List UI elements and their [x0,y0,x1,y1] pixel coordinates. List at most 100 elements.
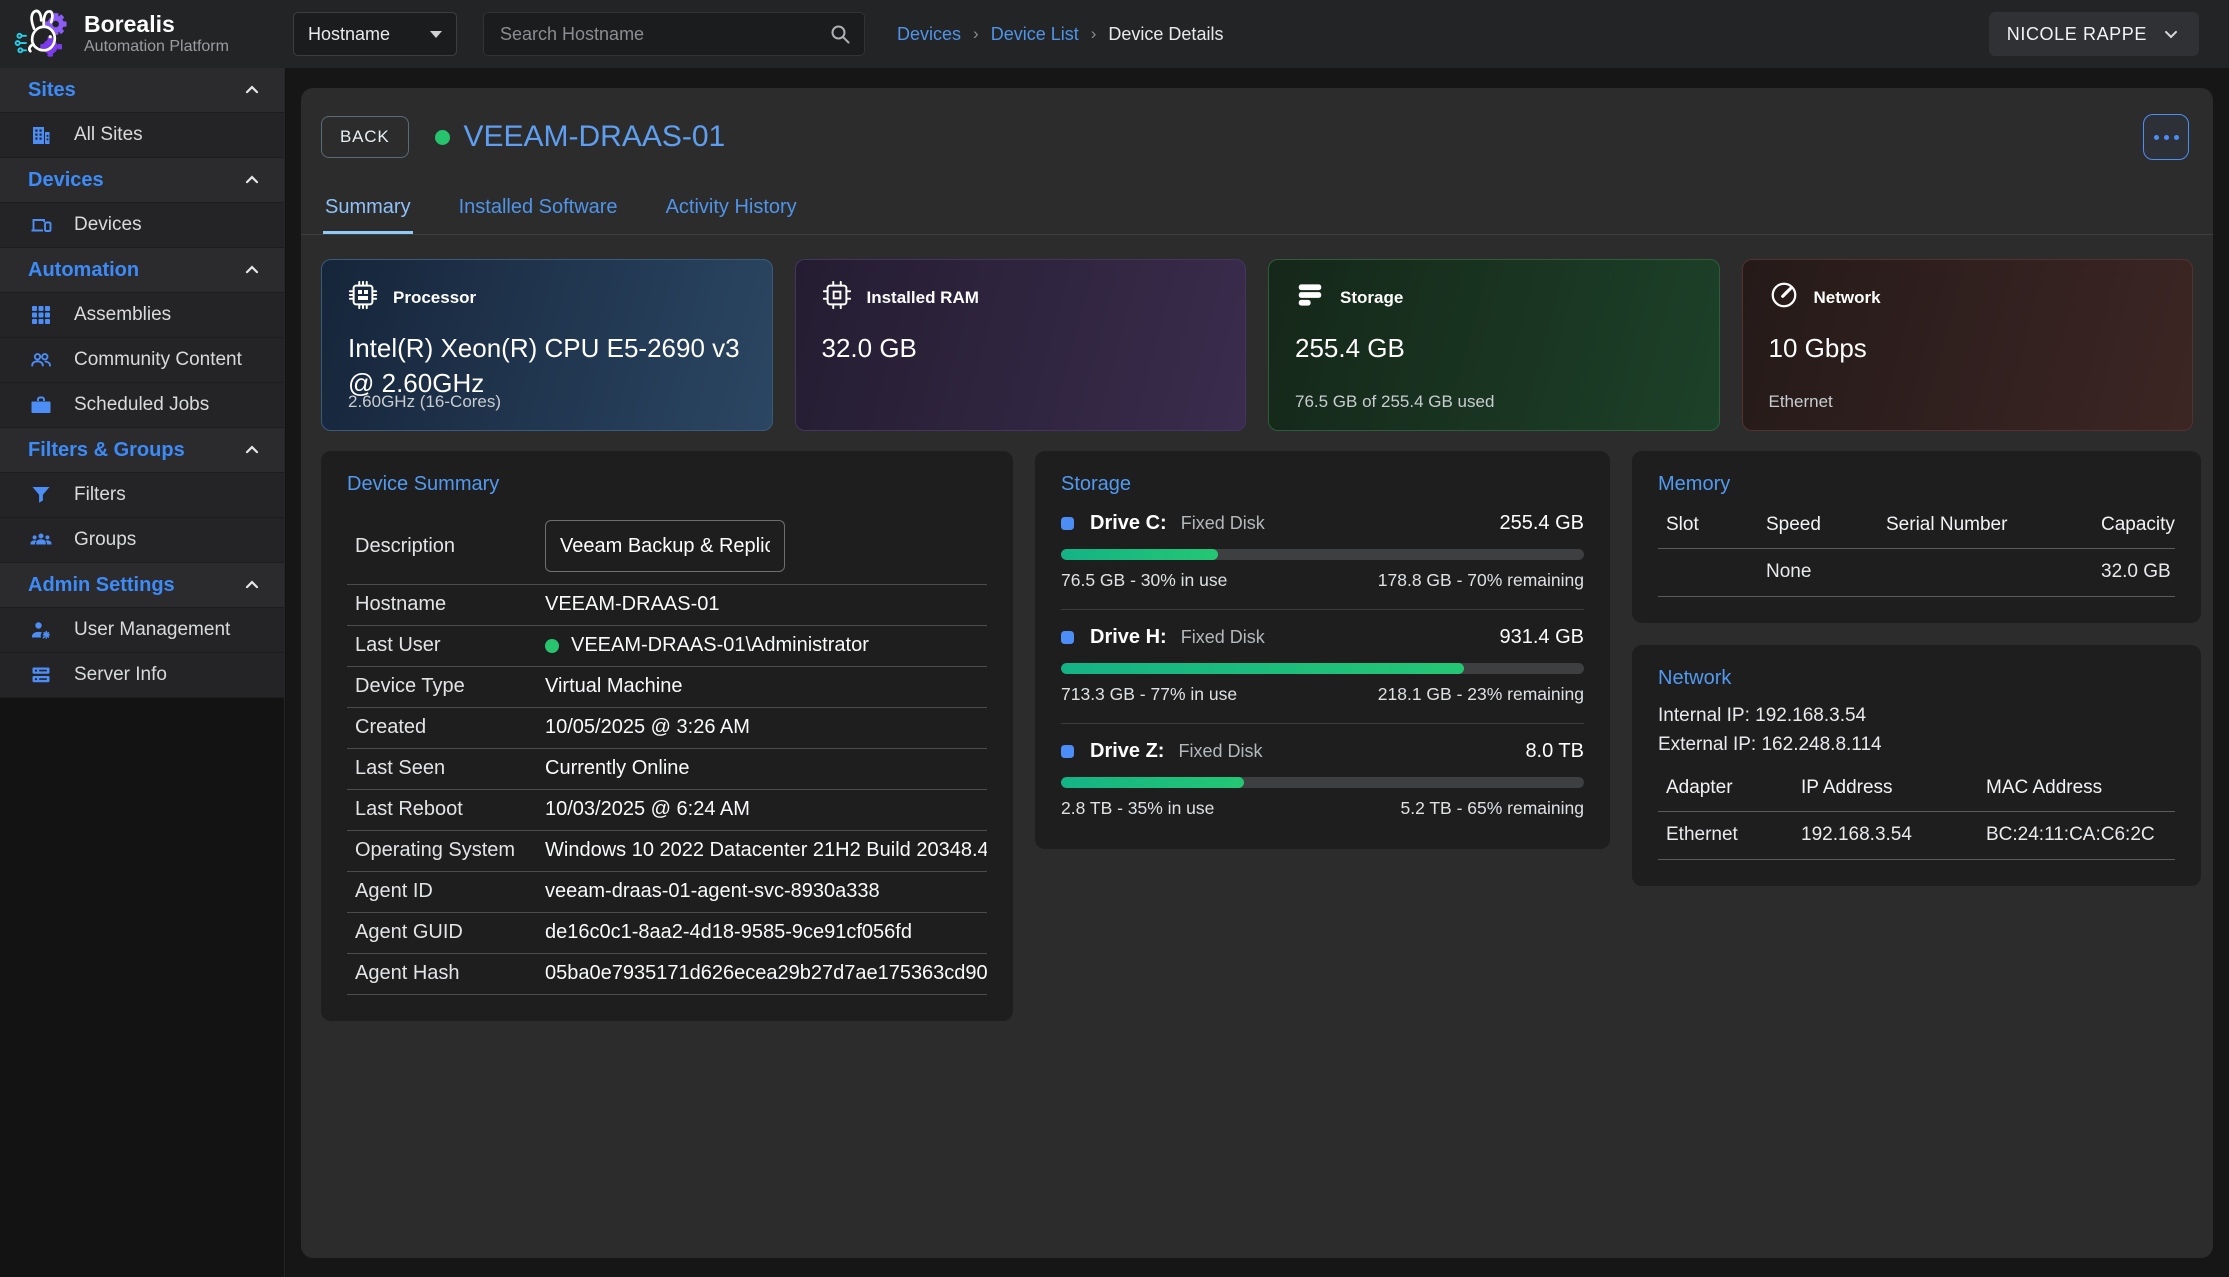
groups-icon [28,528,54,552]
drive-bullet-icon [1061,745,1074,758]
network-card: Network 10 Gbps Ethernet [1741,259,2193,431]
server-icon [28,663,54,687]
sidebar-section-label: Devices [28,168,104,191]
sidebar-item-groups[interactable]: Groups [0,518,284,563]
sidebar-item-server-info[interactable]: Server Info [0,653,284,698]
field-value: Windows 10 2022 Datacenter 21H2 Build 20… [545,839,987,861]
processor-card: Processor Intel(R) Xeon(R) CPU E5-2690 v… [321,259,773,431]
sidebar-item-filters[interactable]: Filters [0,473,284,518]
column-header: Speed [1766,514,1821,535]
breadcrumb-devices[interactable]: Devices [897,23,962,44]
right-column: Memory Slot Speed Serial Number Capacity… [1632,451,2201,886]
field-label: Agent ID [355,880,433,902]
sidebar-item-devices[interactable]: Devices [0,203,284,248]
memory-chip-icon [822,280,852,315]
sidebar-section-label: Filters & Groups [28,438,185,461]
search-input[interactable] [500,23,828,45]
sidebar-item-scheduled-jobs[interactable]: Scheduled Jobs [0,383,284,428]
sidebar-item-community-content[interactable]: Community Content [0,338,284,383]
hostname-filter-value: Hostname [308,23,391,44]
column-header: Serial Number [1886,514,2008,535]
card-title: Processor [393,287,477,307]
summary-row-hostname: Hostname VEEAM-DRAAS-01 [347,585,987,626]
ram-card: Installed RAM 32.0 GB [794,259,1246,431]
ram-value: 32.0 GB [821,333,917,363]
field-label: Agent Hash [355,962,460,984]
sidebar-section-admin-settings[interactable]: Admin Settings [0,563,284,608]
drive-remaining-label: 218.1 GB - 23% remaining [1377,684,1584,704]
processor-footer: 2.60GHz (16-Cores) [348,392,502,411]
summary-row-created: Created 10/05/2025 @ 3:26 AM [347,708,987,749]
summary-row-operating-system: Operating System Windows 10 2022 Datacen… [347,831,987,872]
user-gear-icon [28,618,54,642]
tab-activity-history[interactable]: Activity History [665,196,797,218]
field-value: Virtual Machine [545,675,683,697]
tab-installed-software[interactable]: Installed Software [458,196,618,218]
page-title: VEEAM-DRAAS-01 [463,120,726,153]
field-value: de16c0c1-8aa2-4d18-9585-9ce91cf056fd [545,921,912,943]
sidebar-item-label: Filters [74,484,126,505]
cpu-icon [348,280,378,315]
drive-size: 931.4 GB [1499,626,1584,648]
storage-panel: Storage Drive C: Fixed Disk 255.4 GB [1035,451,1610,849]
search-box [483,12,865,56]
drive-usage-fill [1061,549,1218,560]
summary-row-last-reboot: Last Reboot 10/03/2025 @ 6:24 AM [347,790,987,831]
more-actions-button[interactable] [2143,114,2189,160]
sidebar-item-label: Assemblies [74,304,172,325]
column-header: IP Address [1801,777,1893,798]
breadcrumb: Devices › Device List › Device Details [897,24,1223,45]
sidebar-item-assemblies[interactable]: Assemblies [0,293,284,338]
column-header: Adapter [1666,777,1733,798]
back-button[interactable]: BACK [321,116,409,158]
device-details-container: BACK VEEAM-DRAAS-01 Summary Installed So… [301,88,2213,1258]
sidebar-section-filters-groups[interactable]: Filters & Groups [0,428,284,473]
tab-bar: Summary Installed Software Activity Hist… [301,190,2213,235]
chevron-up-icon [242,170,262,190]
field-label: Operating System [355,839,516,861]
drive-row-h: Drive H: Fixed Disk 931.4 GB 713.3 GB - … [1061,610,1584,724]
drive-type: Fixed Disk [1178,741,1263,761]
chevron-up-icon [242,260,262,280]
briefcase-icon [28,393,54,417]
drive-row-z: Drive Z: Fixed Disk 8.0 TB 2.8 TB - 35% … [1061,724,1584,823]
drive-size: 255.4 GB [1499,512,1584,534]
sidebar-item-label: Community Content [74,349,242,370]
sidebar-section-automation[interactable]: Automation [0,248,284,293]
network-table-row: Ethernet 192.168.3.54 BC:24:11:CA:C6:2C [1658,812,2175,860]
sidebar-item-all-sites[interactable]: All Sites [0,113,284,158]
field-value: veeam-draas-01-agent-svc-8930a338 [545,880,880,902]
tab-summary[interactable]: Summary [323,190,413,234]
panel-title: Network [1658,667,1732,689]
sidebar-item-label: Devices [74,214,142,235]
summary-row-agent-id: Agent ID veeam-draas-01-agent-svc-8930a3… [347,872,987,913]
field-value: 10/05/2025 @ 3:26 AM [545,716,750,738]
breadcrumb-separator: › [1090,24,1097,43]
online-status-dot [434,129,450,145]
panel-title: Device Summary [347,473,500,495]
sidebar-item-user-management[interactable]: User Management [0,608,284,653]
sidebar-item-label: All Sites [74,124,143,145]
devices-icon [28,213,54,237]
ellipsis-icon [2153,134,2159,140]
summary-row-agent-guid: Agent GUID de16c0c1-8aa2-4d18-9585-9ce91… [347,913,987,954]
breadcrumb-device-list[interactable]: Device List [990,23,1079,44]
drive-used-label: 76.5 GB - 30% in use [1061,570,1228,590]
field-label: Last Reboot [355,798,463,820]
sidebar-section-devices[interactable]: Devices [0,158,284,203]
column-header: Capacity [2101,514,2175,535]
drive-used-label: 2.8 TB - 35% in use [1061,798,1215,818]
adapter-ip: 192.168.3.54 [1801,824,1912,845]
hostname-filter-select[interactable]: Hostname [293,12,457,56]
sidebar-section-sites[interactable]: Sites [0,68,284,113]
memory-table-row: None 32.0 GB [1658,549,2175,597]
field-value: VEEAM-DRAAS-01\Administrator [571,634,869,656]
borealis-rabbit-logo-icon [14,5,72,63]
external-ip: External IP: 162.248.8.114 [1658,733,1882,755]
panel-title: Storage [1061,473,1132,495]
field-label: Description [355,534,456,557]
user-menu-button[interactable]: NICOLE RAPPE [1988,12,2199,56]
description-input[interactable] [545,520,785,572]
search-icon[interactable] [828,22,852,46]
